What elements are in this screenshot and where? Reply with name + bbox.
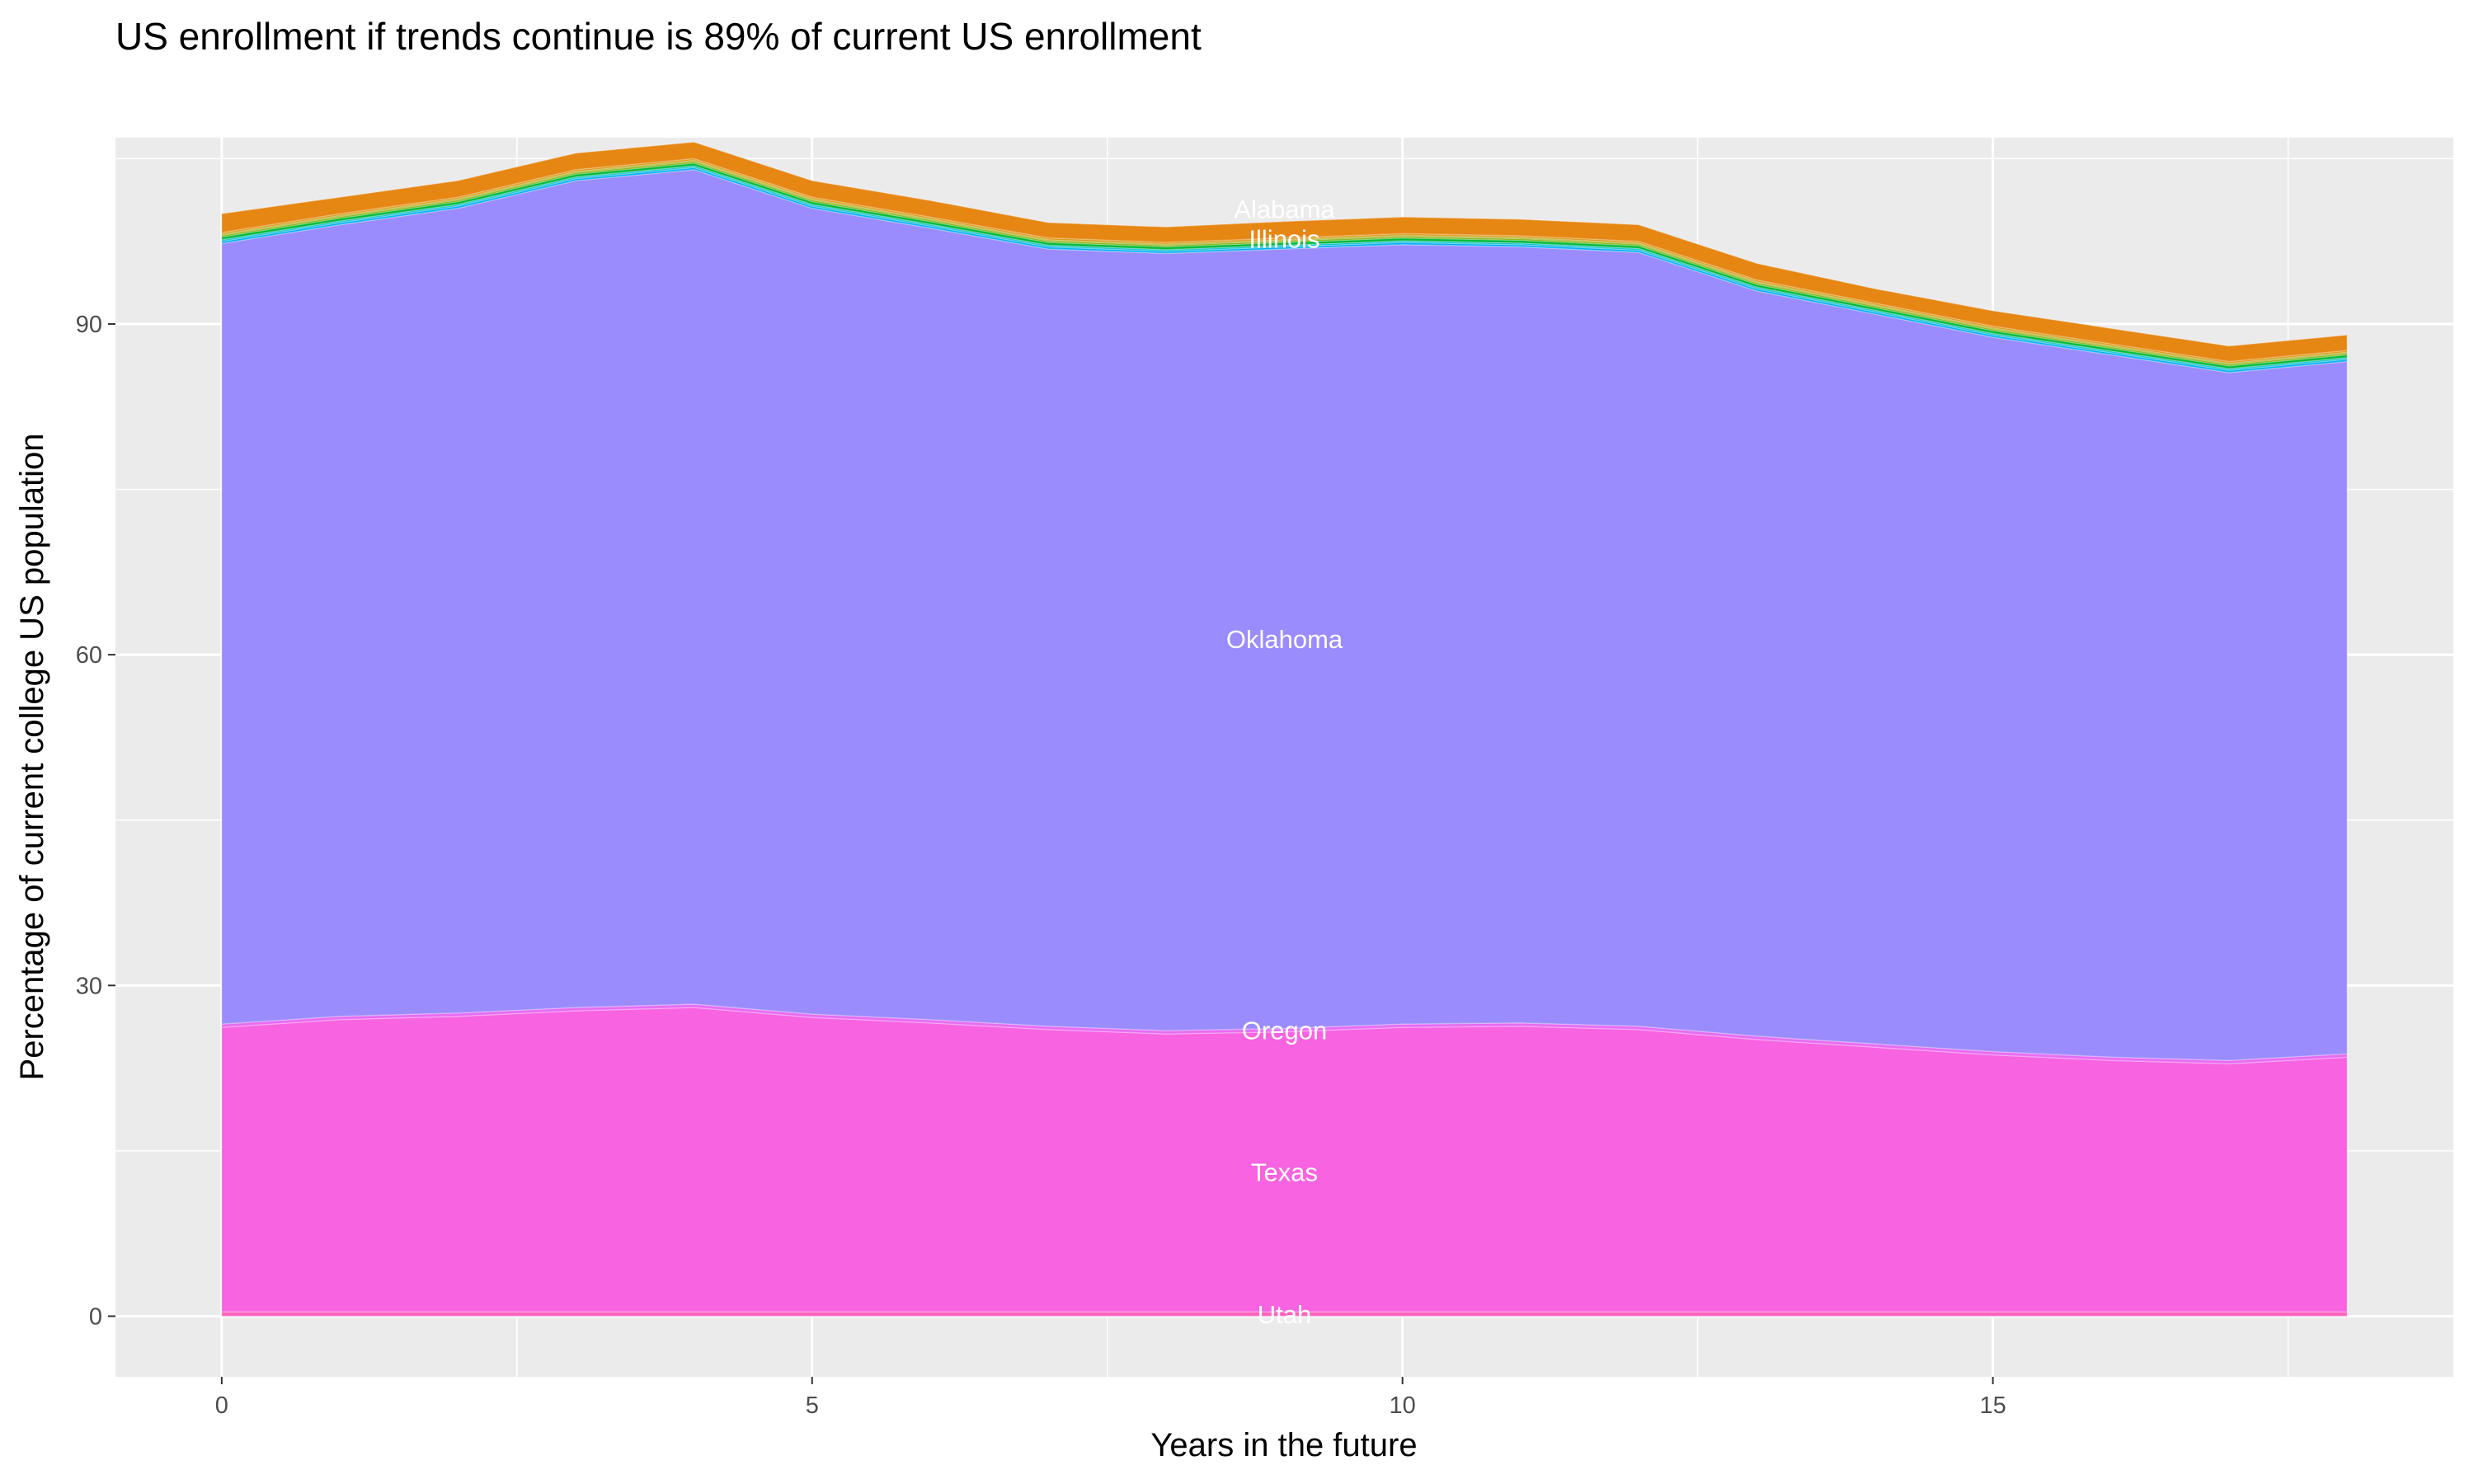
area-alabama [221, 141, 2348, 363]
area-utah [221, 1311, 2348, 1317]
y-tick-label: 60 [76, 642, 102, 669]
area-unlabeled-7 [221, 160, 2348, 367]
area-label-texas: Texas [1251, 1158, 1318, 1186]
area-unlabeled-8 [221, 159, 2348, 365]
y-tick-label: 90 [76, 312, 102, 338]
x-axis-title: Years in the future [1150, 1427, 1417, 1463]
area-label-illinois: Illinois [1249, 225, 1319, 254]
x-tick-label: 15 [1979, 1392, 2006, 1419]
area-unlabeled-6 [221, 162, 2348, 369]
area-series [221, 141, 2348, 1317]
area-label-alabama: Alabama [1234, 195, 1335, 224]
y-axis-title: Percentage of current college US populat… [14, 434, 50, 1081]
area-illinois [221, 157, 2348, 364]
area-unlabeled-5 [221, 165, 2348, 371]
area-label-utah: Utah [1258, 1300, 1311, 1329]
x-tick-label: 5 [806, 1392, 819, 1419]
chart-title: US enrollment if trends continue is 89% … [115, 15, 1202, 58]
axis-ticks: 0 5 10 15 0 30 60 90 [76, 312, 2006, 1419]
area-label-oklahoma: Oklahoma [1226, 625, 1343, 654]
area-label-oregon: Oregon [1242, 1016, 1327, 1045]
y-tick-label: 30 [76, 973, 102, 999]
x-tick-label: 10 [1390, 1392, 1416, 1419]
y-tick-label: 0 [89, 1303, 102, 1330]
x-tick-label: 0 [215, 1392, 228, 1419]
area-unlabeled-4 [221, 167, 2348, 373]
